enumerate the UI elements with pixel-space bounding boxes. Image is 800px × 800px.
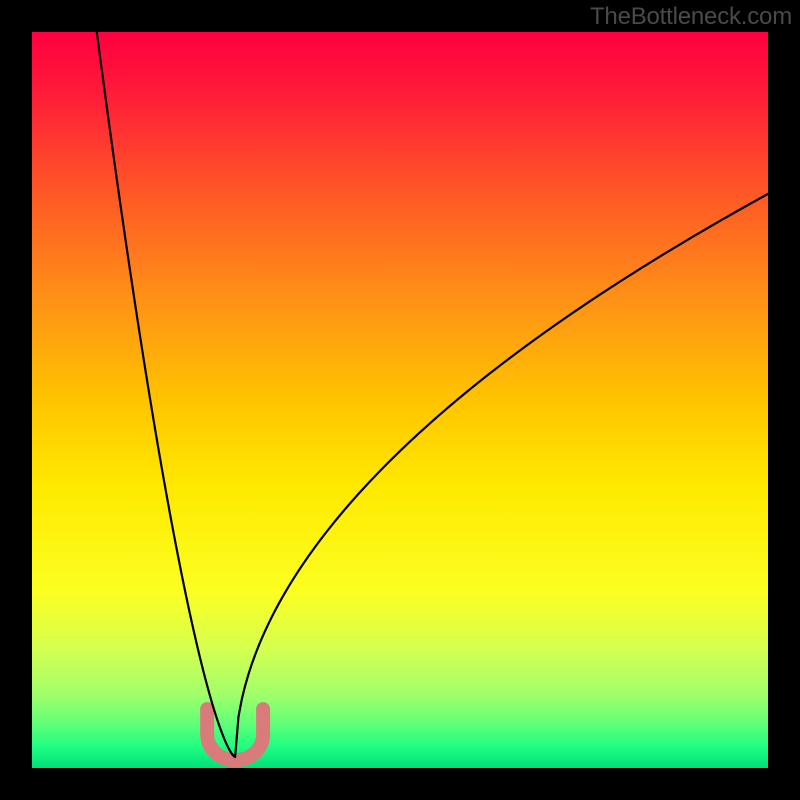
stage: TheBottleneck.com <box>0 0 800 800</box>
watermark-text: TheBottleneck.com <box>590 3 792 31</box>
v-curve <box>97 32 768 757</box>
curve-layer <box>32 32 768 768</box>
